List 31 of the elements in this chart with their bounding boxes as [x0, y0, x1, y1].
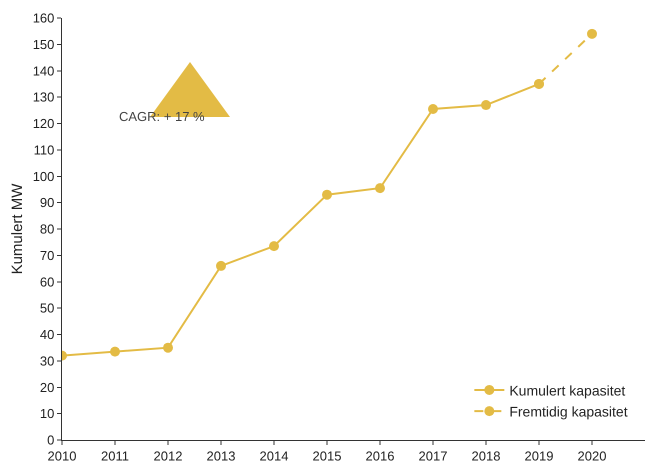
- y-tick-label: 130: [32, 90, 54, 105]
- y-tick-label: 60: [40, 274, 54, 290]
- y-tick-label: 100: [32, 168, 54, 184]
- x-tick-label: 2014: [260, 448, 288, 464]
- x-tick-label: 2013: [206, 448, 236, 464]
- x-tick-label: 2018: [472, 448, 500, 464]
- x-tick-label: 2011: [101, 448, 129, 464]
- y-tick-label: 30: [40, 353, 54, 368]
- x-tick-label: 2020: [578, 448, 606, 464]
- x-tick-label: 2012: [154, 448, 182, 464]
- y-tick-label: 150: [32, 36, 54, 52]
- legend-label: Fremtidig kapasitet: [509, 404, 628, 420]
- y-tick-label: 10: [40, 406, 54, 422]
- y-tick-label: 160: [32, 10, 54, 26]
- x-tick-label: 2019: [524, 448, 554, 464]
- y-tick-label: 140: [32, 63, 54, 78]
- y-tick-label: 0: [47, 432, 54, 448]
- y-tick-label: 40: [40, 327, 54, 342]
- y-tick-label: 90: [40, 195, 54, 210]
- y-tick-label: 20: [40, 380, 54, 395]
- y-tick-label: 110: [34, 142, 54, 158]
- y-tick-label: 120: [32, 116, 54, 132]
- x-tick-label: 2010: [48, 448, 76, 464]
- x-tick-label: 2015: [312, 448, 342, 464]
- y-tick-label: 50: [40, 300, 54, 316]
- x-tick-label: 2017: [418, 448, 448, 464]
- y-tick-label: 70: [40, 248, 54, 263]
- x-tick-label: 2016: [366, 448, 394, 464]
- legend-label: Kumulert kapasitet: [509, 382, 626, 398]
- y-tick-label: 80: [40, 222, 54, 237]
- y-axis-title: Kumulert MW: [9, 182, 26, 274]
